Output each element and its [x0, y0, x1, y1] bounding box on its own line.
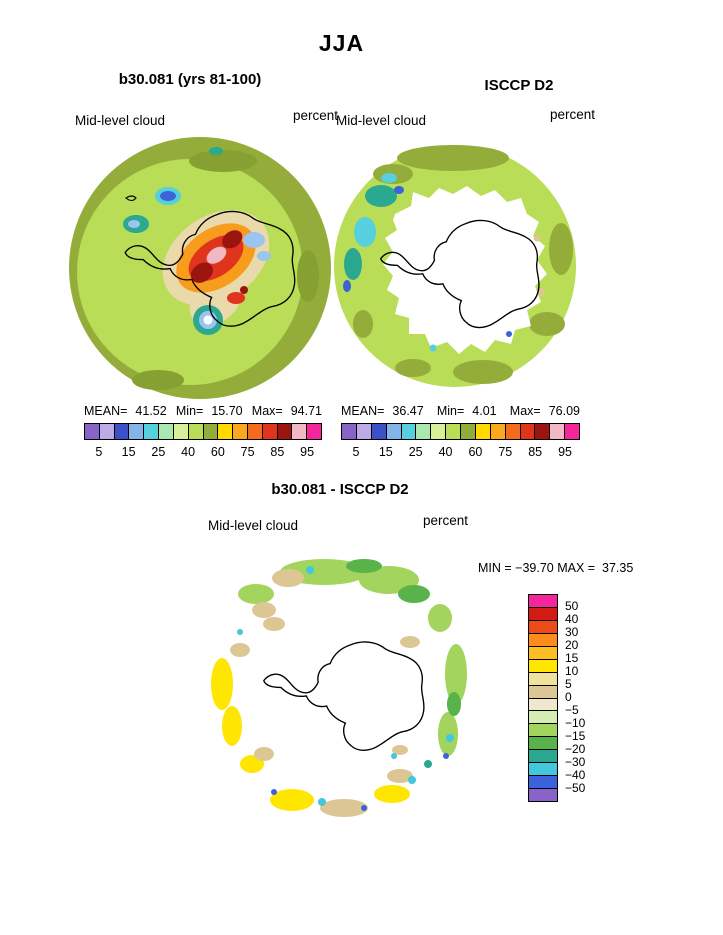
obs-stats: MEAN= 36.47 Min= 4.01 Max= 76.09 — [341, 404, 580, 418]
missing-data-region — [383, 186, 547, 354]
tick-label: 95 — [300, 445, 315, 459]
tick-label: 75 — [240, 445, 255, 459]
tick-label: 85 — [528, 445, 543, 459]
diff-colorbar-label: −10 — [565, 716, 586, 730]
model-min-label: Min= — [175, 404, 204, 418]
tick-label: 15 — [378, 445, 393, 459]
diff-map — [206, 556, 474, 824]
diff-colorbar-label: 30 — [565, 625, 579, 639]
figure-title: JJA — [318, 30, 365, 56]
tick-label: 40 — [438, 445, 453, 459]
diff-units-label: percent — [423, 513, 469, 528]
diff-colorbar-label: −20 — [565, 742, 586, 756]
tick-label: 5 — [352, 445, 360, 459]
model-max-label: Max= — [251, 404, 283, 418]
diff-colorbar-labels: 50 40 30 20 15 10 5 0 −5 −10 −15 −20 −30… — [565, 600, 585, 795]
model-stats: MEAN= 41.52 Min= 15.70 Max= 94.71 — [84, 404, 322, 418]
obs-colorbar-ticks: 5 15 25 40 60 75 85 95 — [341, 445, 580, 459]
obs-colorbar — [341, 423, 580, 440]
island-outline — [125, 195, 137, 202]
model-panel-title: b30.081 (yrs 81-100) — [118, 71, 262, 88]
tick-label: 95 — [558, 445, 573, 459]
diff-colorbar-label: −15 — [565, 729, 586, 743]
model-map — [69, 137, 331, 399]
model-high-cloud-cluster — [162, 210, 270, 326]
model-field-label: Mid-level cloud — [75, 113, 166, 128]
tick-label: 85 — [270, 445, 285, 459]
obs-field-label: Mid-level cloud — [336, 113, 427, 128]
tick-label: 40 — [181, 445, 196, 459]
diff-colorbar-label: 40 — [565, 612, 579, 626]
diff-colorbar-label: 15 — [565, 651, 579, 665]
diff-colorbar-label: 0 — [565, 690, 572, 704]
model-units-label: percent — [293, 108, 339, 123]
obs-min-value: 4.01 — [472, 404, 497, 418]
diff-colorbar-label: 20 — [565, 638, 579, 652]
model-max-value: 94.71 — [290, 404, 322, 418]
diff-colorbar-label: 5 — [565, 677, 572, 691]
tick-label: 60 — [468, 445, 483, 459]
model-colorbar — [84, 423, 322, 440]
diff-panel-title: b30.081 - ISCCP D2 — [271, 481, 409, 498]
obs-map — [334, 145, 576, 387]
tick-label: 60 — [210, 445, 225, 459]
tick-label: 25 — [408, 445, 423, 459]
obs-units-label: percent — [550, 107, 596, 122]
diff-colorbar-label: 50 — [565, 599, 579, 613]
model-min-value: 15.70 — [211, 404, 243, 418]
diff-colorbar-label: −40 — [565, 768, 586, 782]
obs-mean-value: 36.47 — [392, 404, 424, 418]
obs-max-label: Max= — [509, 404, 541, 418]
diff-colorbar-label: 10 — [565, 664, 579, 678]
diff-colorbar-label: −30 — [565, 755, 586, 769]
diff-colorbar-label: −50 — [565, 781, 586, 795]
model-mean-value: 41.52 — [135, 404, 167, 418]
diff-colorbar-label: −5 — [565, 703, 579, 717]
tick-label: 15 — [121, 445, 136, 459]
model-mean-label: MEAN= — [84, 404, 128, 418]
obs-panel-title: ISCCP D2 — [484, 77, 554, 94]
model-colorbar-ticks: 5 15 25 40 60 75 85 95 — [84, 445, 322, 459]
obs-max-value: 76.09 — [548, 404, 580, 418]
tick-label: 75 — [498, 445, 513, 459]
obs-mean-label: MEAN= — [341, 404, 385, 418]
diff-minmax-text: MIN = −39.70 MAX = 37.35 — [478, 561, 634, 575]
tick-label: 5 — [95, 445, 103, 459]
tick-label: 25 — [151, 445, 166, 459]
diff-field-label: Mid-level cloud — [208, 518, 299, 533]
diff-colorbar — [528, 594, 558, 802]
obs-min-label: Min= — [436, 404, 465, 418]
